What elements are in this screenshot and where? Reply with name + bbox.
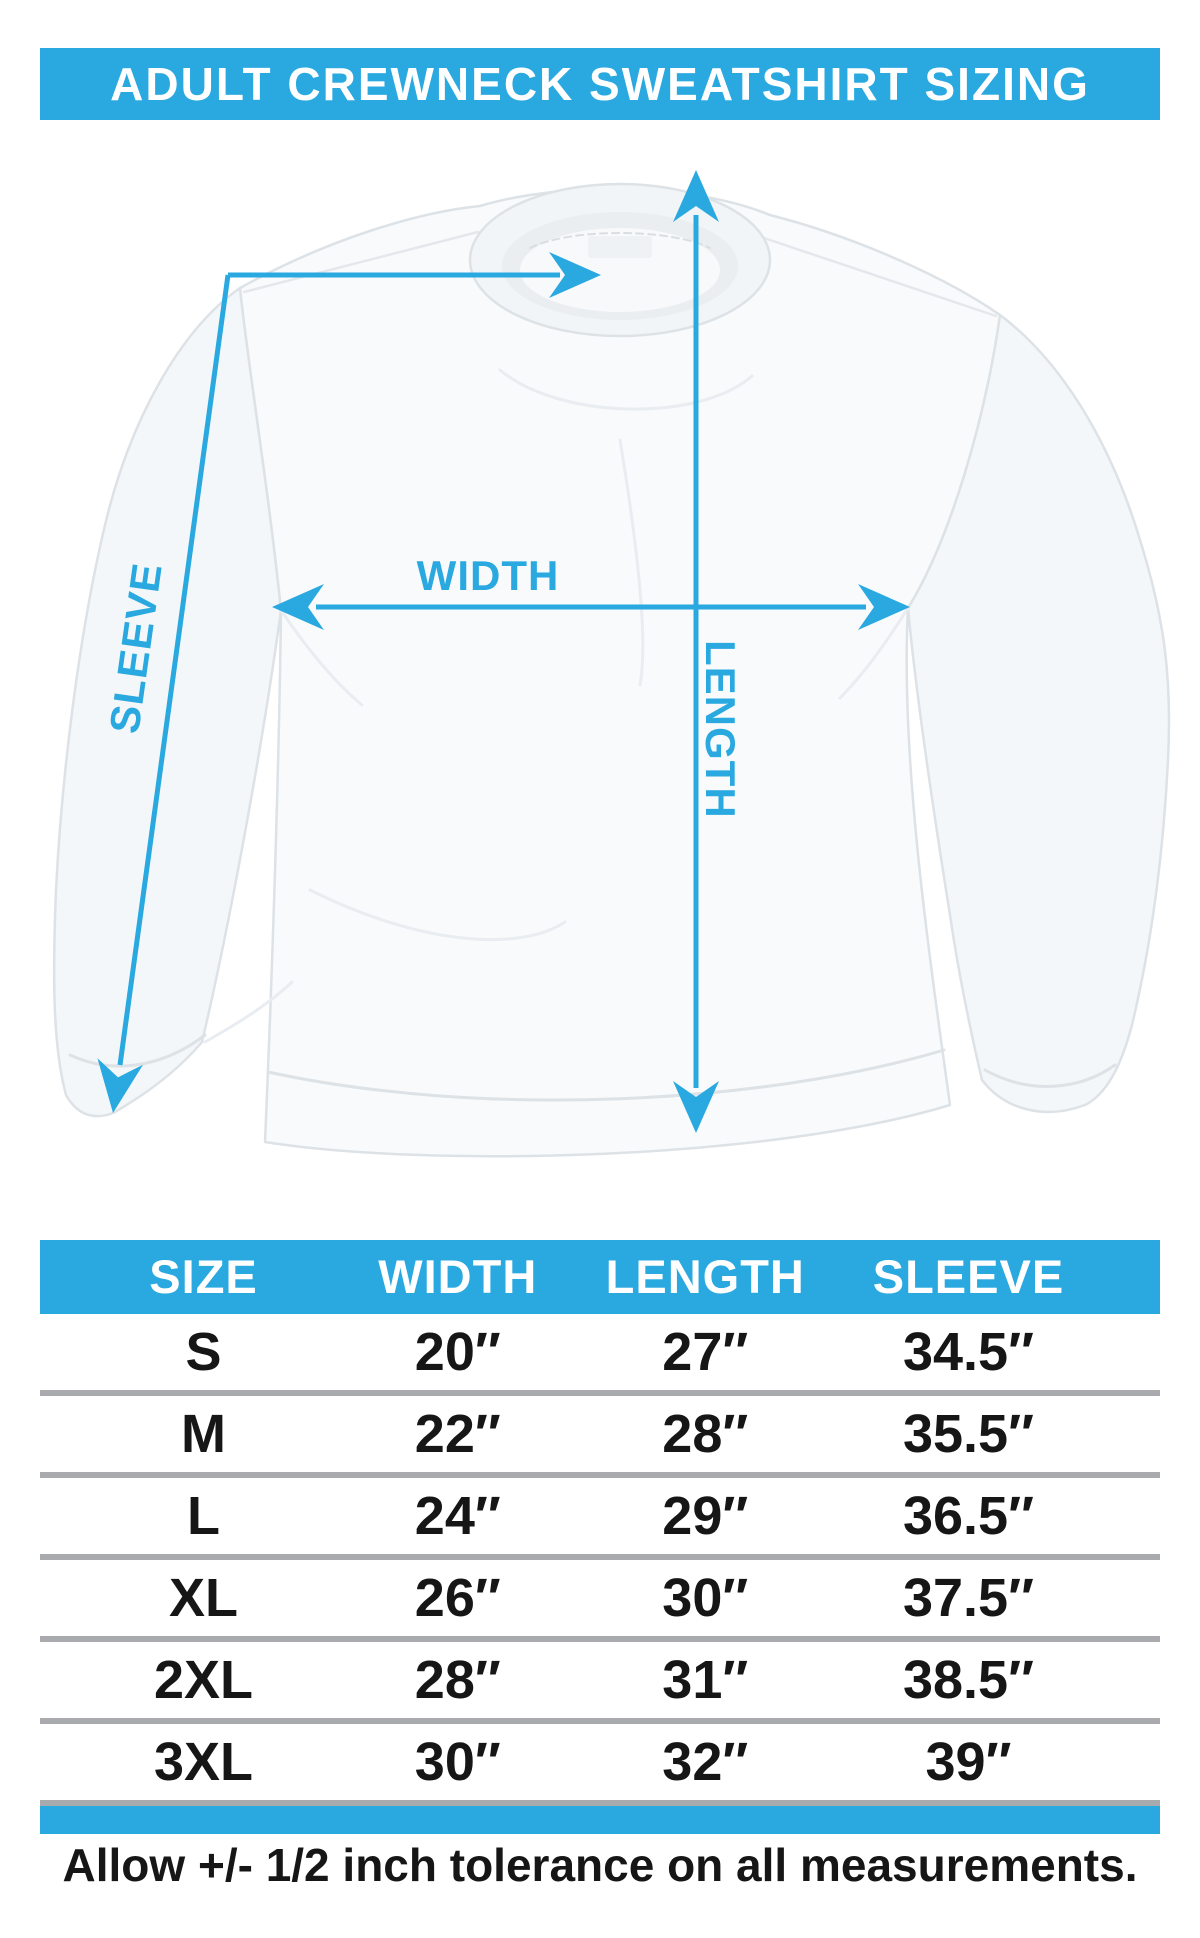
table-row: L 24″ 29″ 36.5″ <box>40 1478 1160 1560</box>
size-value: S <box>185 1322 222 1382</box>
length-value: 30″ <box>662 1568 749 1628</box>
sweatshirt-illustration <box>52 182 1171 1158</box>
column-header-size: SIZE <box>149 1250 258 1303</box>
sleeve-value: 38.5″ <box>902 1650 1034 1710</box>
right-sleeve <box>906 313 1171 1114</box>
table-header-row: SIZE WIDTH LENGTH SLEEVE <box>40 1240 1160 1314</box>
collar-arrow <box>228 252 601 298</box>
sweatshirt-measurement-diagram: WIDTH LENGTH SLEEVE <box>52 170 1171 1158</box>
width-value: 22″ <box>414 1404 501 1464</box>
sleeve-value: 37.5″ <box>902 1568 1034 1628</box>
collar <box>468 182 772 338</box>
sleeve-value: 36.5″ <box>902 1486 1034 1546</box>
table-row: S 20″ 27″ 34.5″ <box>40 1314 1160 1396</box>
length-value: 31″ <box>662 1650 749 1710</box>
size-value: 3XL <box>153 1732 254 1792</box>
left-cuff-line <box>68 1033 207 1068</box>
column-header-sleeve: SLEEVE <box>872 1250 1065 1303</box>
table-row: XL 26″ 30″ 37.5″ <box>40 1560 1160 1642</box>
length-value: 32″ <box>662 1732 749 1792</box>
sleeve-value: 39″ <box>925 1732 1012 1792</box>
table-row: 3XL 30″ 32″ 39″ <box>40 1724 1160 1806</box>
width-arrow <box>272 584 910 630</box>
right-cuff-line <box>983 1063 1117 1088</box>
right-shoulder-seam <box>762 236 998 318</box>
neck-tag <box>588 236 652 258</box>
size-value: M <box>181 1404 227 1464</box>
column-header-width: WIDTH <box>378 1250 538 1303</box>
width-value: 26″ <box>414 1568 501 1628</box>
width-value: 28″ <box>414 1650 501 1710</box>
width-value: 30″ <box>414 1732 501 1792</box>
length-value: 27″ <box>662 1322 749 1382</box>
width-value: 20″ <box>414 1322 501 1382</box>
fabric-wrinkles <box>203 368 910 1044</box>
tolerance-note: Allow +/- 1/2 inch tolerance on all meas… <box>62 1839 1138 1891</box>
column-header-length: LENGTH <box>605 1250 805 1303</box>
hem-band-line <box>266 1048 946 1102</box>
size-table: SIZE WIDTH LENGTH SLEEVE S 20″ 27″ 34.5″… <box>40 1240 1160 1834</box>
collar-stitching <box>529 232 711 249</box>
left-shoulder-seam <box>242 230 480 294</box>
size-value: XL <box>169 1568 239 1628</box>
sleeve-arrow <box>90 274 231 1117</box>
table-footer-bar <box>40 1806 1160 1834</box>
size-value: L <box>187 1486 221 1546</box>
title-banner: ADULT CREWNECK SWEATSHIRT SIZING <box>40 48 1160 120</box>
width-value: 24″ <box>414 1486 501 1546</box>
width-label: WIDTH <box>417 552 560 599</box>
sleeve-value: 34.5″ <box>902 1322 1034 1382</box>
table-row: 2XL 28″ 31″ 38.5″ <box>40 1642 1160 1724</box>
size-value: 2XL <box>153 1650 254 1710</box>
page-title: ADULT CREWNECK SWEATSHIRT SIZING <box>110 58 1090 110</box>
length-label: LENGTH <box>697 640 744 819</box>
length-arrow <box>673 170 719 1133</box>
length-value: 28″ <box>662 1404 749 1464</box>
length-value: 29″ <box>662 1486 749 1546</box>
measurement-overlay: WIDTH LENGTH SLEEVE <box>90 170 910 1133</box>
sleeve-value: 35.5″ <box>902 1404 1034 1464</box>
table-row: M 22″ 28″ 35.5″ <box>40 1396 1160 1478</box>
